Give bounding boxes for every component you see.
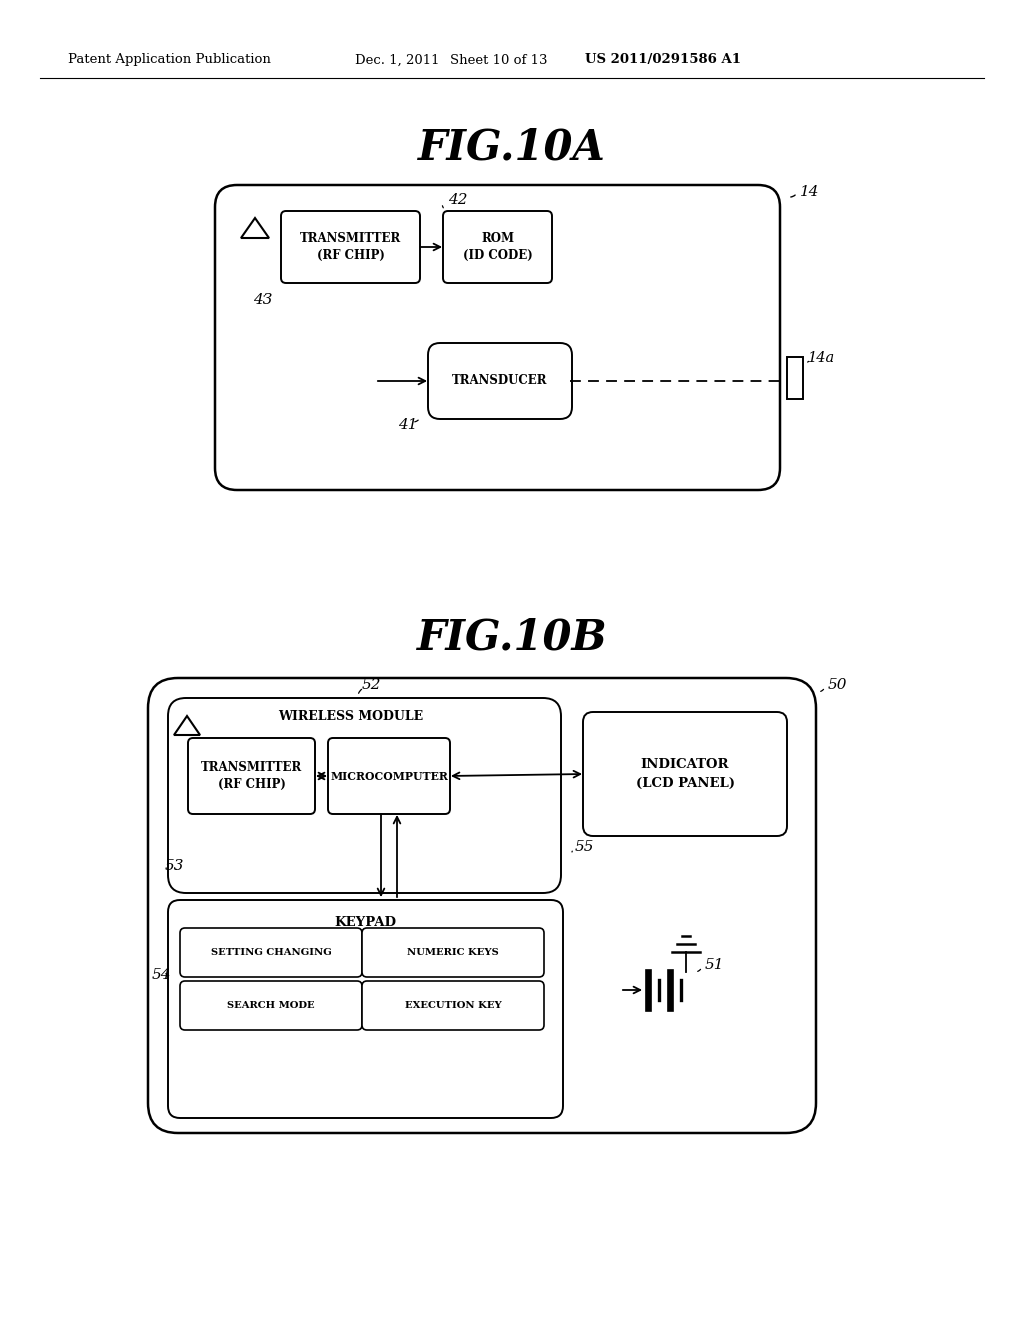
FancyBboxPatch shape <box>281 211 420 282</box>
Text: SETTING CHANGING: SETTING CHANGING <box>211 948 332 957</box>
Text: EXECUTION KEY: EXECUTION KEY <box>404 1001 502 1010</box>
Text: 55: 55 <box>575 840 595 854</box>
FancyBboxPatch shape <box>443 211 552 282</box>
Text: Patent Application Publication: Patent Application Publication <box>68 54 271 66</box>
Text: 42: 42 <box>449 193 468 207</box>
Text: 41: 41 <box>398 418 418 432</box>
FancyBboxPatch shape <box>362 981 544 1030</box>
Text: 43: 43 <box>253 293 272 308</box>
Text: KEYPAD: KEYPAD <box>335 916 396 928</box>
Text: Sheet 10 of 13: Sheet 10 of 13 <box>450 54 548 66</box>
FancyBboxPatch shape <box>362 928 544 977</box>
Text: US 2011/0291586 A1: US 2011/0291586 A1 <box>585 54 741 66</box>
FancyBboxPatch shape <box>168 698 561 894</box>
FancyBboxPatch shape <box>180 928 362 977</box>
Text: 14a: 14a <box>808 351 836 366</box>
Text: FIG.10A: FIG.10A <box>418 127 606 169</box>
FancyBboxPatch shape <box>168 900 563 1118</box>
FancyBboxPatch shape <box>188 738 315 814</box>
FancyBboxPatch shape <box>583 711 787 836</box>
Text: SEARCH MODE: SEARCH MODE <box>227 1001 314 1010</box>
Text: ROM
(ID CODE): ROM (ID CODE) <box>463 232 532 261</box>
Text: MICROCOMPUTER: MICROCOMPUTER <box>330 771 447 781</box>
Text: 14: 14 <box>800 185 819 199</box>
Text: NUMERIC KEYS: NUMERIC KEYS <box>408 948 499 957</box>
Text: FIG.10B: FIG.10B <box>417 616 607 659</box>
Text: TRANSDUCER: TRANSDUCER <box>453 375 548 388</box>
FancyBboxPatch shape <box>787 356 803 399</box>
FancyBboxPatch shape <box>428 343 572 418</box>
Text: WIRELESS MODULE: WIRELESS MODULE <box>278 710 423 722</box>
FancyBboxPatch shape <box>215 185 780 490</box>
FancyBboxPatch shape <box>328 738 450 814</box>
Text: 51: 51 <box>705 958 725 972</box>
Text: 53: 53 <box>165 859 184 873</box>
FancyBboxPatch shape <box>148 678 816 1133</box>
Text: TRANSMITTER
(RF CHIP): TRANSMITTER (RF CHIP) <box>300 232 401 261</box>
Text: TRANSMITTER
(RF CHIP): TRANSMITTER (RF CHIP) <box>201 762 302 791</box>
Text: INDICATOR
(LCD PANEL): INDICATOR (LCD PANEL) <box>636 759 734 789</box>
Text: 54: 54 <box>152 968 171 982</box>
Text: 52: 52 <box>362 678 382 692</box>
Text: 50: 50 <box>828 678 848 692</box>
FancyBboxPatch shape <box>180 981 362 1030</box>
Text: Dec. 1, 2011: Dec. 1, 2011 <box>355 54 439 66</box>
